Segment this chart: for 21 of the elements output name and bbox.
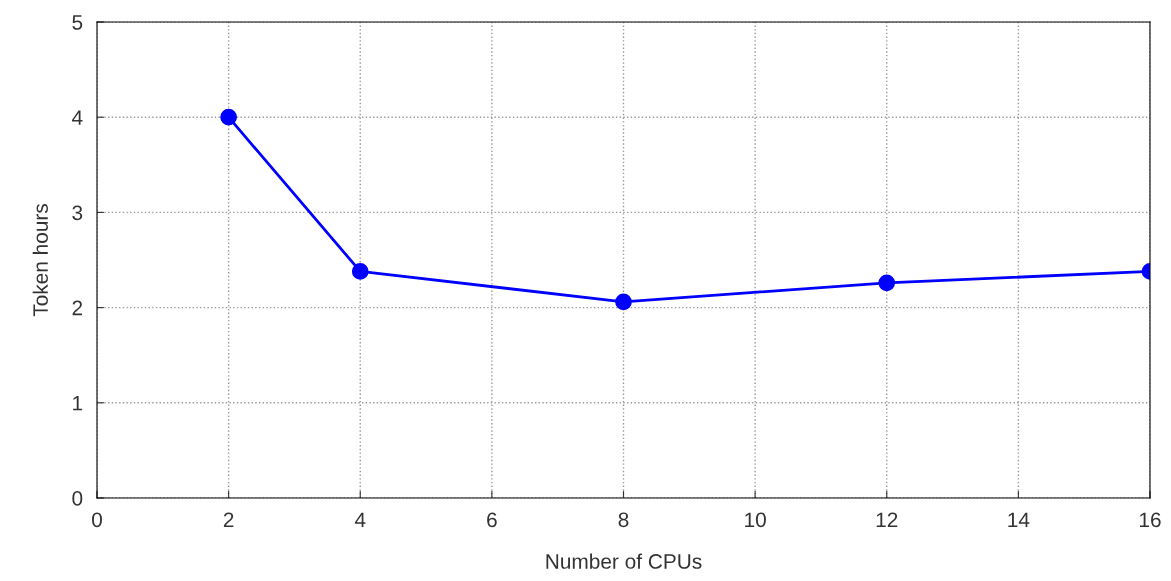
x-tick-label: 0: [92, 512, 102, 528]
y-tick-label: 0: [72, 491, 83, 506]
x-tick-label: 12: [876, 512, 898, 527]
point: [878, 274, 896, 292]
point: [351, 263, 369, 280]
x-tick-label: 6: [487, 512, 497, 528]
y-axis-title: Token hours: [32, 204, 48, 317]
point: [615, 293, 632, 311]
x-tick-label: 16: [1140, 512, 1161, 528]
x-tick-label: 8: [618, 512, 629, 528]
y-tick-label: 4: [72, 110, 83, 125]
y-tick-label: 3: [72, 205, 83, 221]
y-tick-label: 5: [72, 15, 83, 30]
point: [220, 108, 237, 126]
y-tick-label: 1: [73, 396, 83, 411]
x-tick-label: 4: [354, 512, 366, 527]
y-tick-label: 2: [72, 300, 83, 316]
x-tick-label: 2: [223, 512, 234, 527]
x-tick-label: 10: [745, 512, 766, 528]
x-tick-label: 14: [1008, 512, 1030, 527]
x-axis-title: Number of CPUs: [546, 553, 702, 569]
